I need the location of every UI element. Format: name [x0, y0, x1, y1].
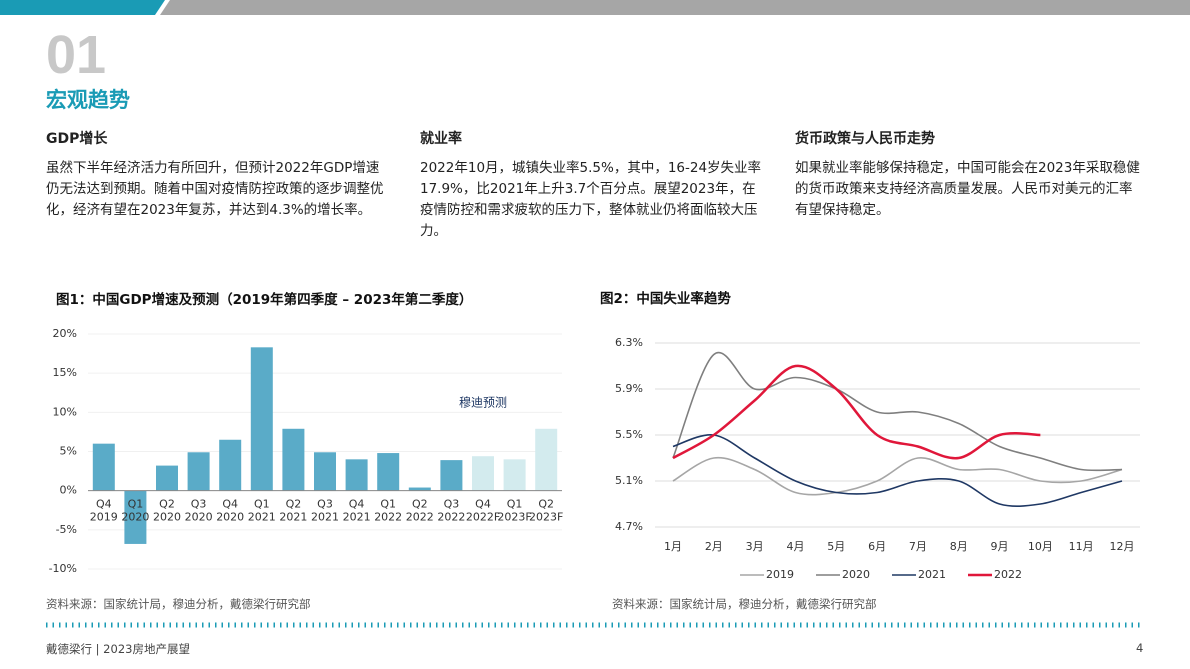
- line: [672, 351, 1123, 472]
- x-tick-label: 2020: [153, 511, 181, 524]
- bar: [156, 465, 178, 491]
- x-tick-label: Q1: [380, 498, 396, 511]
- bar: [408, 487, 431, 491]
- x-tick-label: Q1: [254, 498, 270, 511]
- gdp-chart: 图1：中国GDP增速及预测（2019年第四季度 – 2023年第二季度） -10…: [49, 291, 564, 575]
- x-tick-label: 2019: [90, 511, 118, 524]
- x-tick-label: Q4: [96, 498, 112, 511]
- x-tick-label: 11月: [1069, 540, 1094, 553]
- heading: 就业率: [420, 131, 462, 147]
- x-tick-label: 12月: [1110, 540, 1135, 553]
- paragraph: 2022年10月，城镇失业率5.5%，其中，16-24岁失业率17.9%，比20…: [420, 160, 762, 239]
- y-tick-label: 0%: [60, 484, 77, 497]
- y-tick-label: 20%: [53, 327, 77, 340]
- x-tick-label: 2022: [437, 511, 465, 524]
- page-number: 4: [1136, 641, 1144, 655]
- bar: [535, 428, 558, 491]
- bar: [472, 456, 494, 491]
- x-tick-label: Q1: [128, 498, 144, 511]
- x-tick-label: 2020: [121, 511, 149, 524]
- y-tick-label: 10%: [53, 405, 77, 418]
- x-tick-label: 2021: [279, 511, 307, 524]
- y-tick-label: 4.7%: [615, 520, 643, 533]
- legend-label: 2021: [918, 568, 946, 581]
- column: 货币政策与人民币走势如果就业率能够保持稳定，中国可能会在2023年采取稳健的货币…: [795, 128, 1140, 221]
- x-tick-label: 8月: [950, 540, 968, 553]
- x-tick-label: Q2: [412, 498, 428, 511]
- line: [672, 434, 1123, 507]
- y-tick-label: 5.1%: [615, 474, 643, 487]
- x-tick-label: Q3: [317, 498, 333, 511]
- x-tick-label: Q2: [286, 498, 302, 511]
- x-tick-label: Q4: [475, 498, 491, 511]
- bar: [250, 347, 273, 491]
- x-tick-label: Q4: [349, 498, 365, 511]
- line: [672, 456, 1123, 496]
- column: GDP增长虽然下半年经济活力有所回升，但预计2022年GDP增速仍无法达到预期。…: [46, 128, 391, 221]
- x-tick-label: Q3: [191, 498, 207, 511]
- bar: [345, 459, 368, 491]
- x-tick-label: 2023F: [497, 511, 531, 524]
- x-tick-label: 2022: [406, 511, 434, 524]
- x-tick-label: 2021: [343, 511, 371, 524]
- x-tick-label: 2月: [705, 540, 723, 553]
- chart-title: 图1：中国GDP增速及预测（2019年第四季度 – 2023年第二季度）: [56, 291, 472, 308]
- x-tick-label: 4月: [786, 540, 804, 553]
- line: [672, 364, 1041, 460]
- x-tick-label: 10月: [1028, 540, 1053, 553]
- source: 资料来源：国家统计局，穆迪分析，戴德梁行研究部: [46, 597, 311, 611]
- x-tick-label: 5月: [827, 540, 845, 553]
- x-tick-label: Q1: [507, 498, 523, 511]
- bar: [377, 453, 400, 491]
- x-tick-label: 2020: [185, 511, 213, 524]
- x-tick-label: Q2: [538, 498, 554, 511]
- x-tick-label: Q2: [159, 498, 175, 511]
- unemployment-chart: 图2：中国失业率趋势 4.7% 5.1% 5.5% 5.9% 6.3% 1月 2月 3月 4月 5…: [600, 290, 1140, 581]
- y-tick-label: 6.3%: [615, 336, 643, 349]
- y-tick-label: 5.5%: [615, 428, 643, 441]
- x-tick-label: Q3: [444, 498, 460, 511]
- bar: [219, 439, 242, 491]
- legend-label: 2022: [994, 568, 1022, 581]
- x-tick-label: 6月: [868, 540, 886, 553]
- annotation: 穆迪预测: [459, 395, 507, 410]
- y-tick-label: 5%: [60, 445, 77, 458]
- source: 资料来源：国家统计局，穆迪分析，戴德梁行研究部: [612, 597, 877, 611]
- legend-label: 2019: [766, 568, 794, 581]
- x-tick-label: 3月: [746, 540, 764, 553]
- x-tick-label: 1月: [664, 540, 682, 553]
- bar: [440, 460, 463, 491]
- heading: GDP增长: [46, 131, 108, 147]
- x-tick-label: 2022F: [466, 511, 500, 524]
- bar: [314, 452, 336, 491]
- paragraph: 虽然下半年经济活力有所回升，但预计2022年GDP增速仍无法达到预期。随着中国对…: [46, 160, 384, 218]
- x-tick-label: 2020: [216, 511, 244, 524]
- x-tick-label: 7月: [909, 540, 927, 553]
- footer-left: 戴德梁行 | 2023房地产展望: [46, 642, 190, 656]
- section-title: 宏观趋势: [46, 88, 130, 112]
- x-tick-label: 2023F: [529, 511, 563, 524]
- legend-label: 2020: [842, 568, 870, 581]
- y-tick-label: -5%: [56, 523, 77, 536]
- bar: [503, 459, 526, 491]
- heading: 货币政策与人民币走势: [795, 131, 935, 147]
- x-tick-label: 2022: [374, 511, 402, 524]
- x-tick-label: Q4: [222, 498, 238, 511]
- section-number: 01: [46, 25, 107, 85]
- column: 就业率 2022年10月，城镇失业率5.5%，其中，16-24岁失业率17.9%，…: [420, 128, 765, 242]
- x-tick-label: 2021: [248, 511, 276, 524]
- y-tick-label: 15%: [53, 366, 77, 379]
- y-tick-label: -10%: [49, 562, 77, 575]
- x-tick-label: 9月: [991, 540, 1009, 553]
- y-tick-label: 5.9%: [615, 382, 643, 395]
- x-tick-label: 2021: [311, 511, 339, 524]
- bar: [187, 452, 210, 491]
- paragraph: 如果就业率能够保持稳定，中国可能会在2023年采取稳健的货币政策来支持经济高质量…: [795, 160, 1140, 218]
- bar: [124, 490, 147, 544]
- chart-title: 图2：中国失业率趋势: [600, 290, 731, 307]
- bar: [282, 428, 305, 491]
- bar: [92, 443, 115, 491]
